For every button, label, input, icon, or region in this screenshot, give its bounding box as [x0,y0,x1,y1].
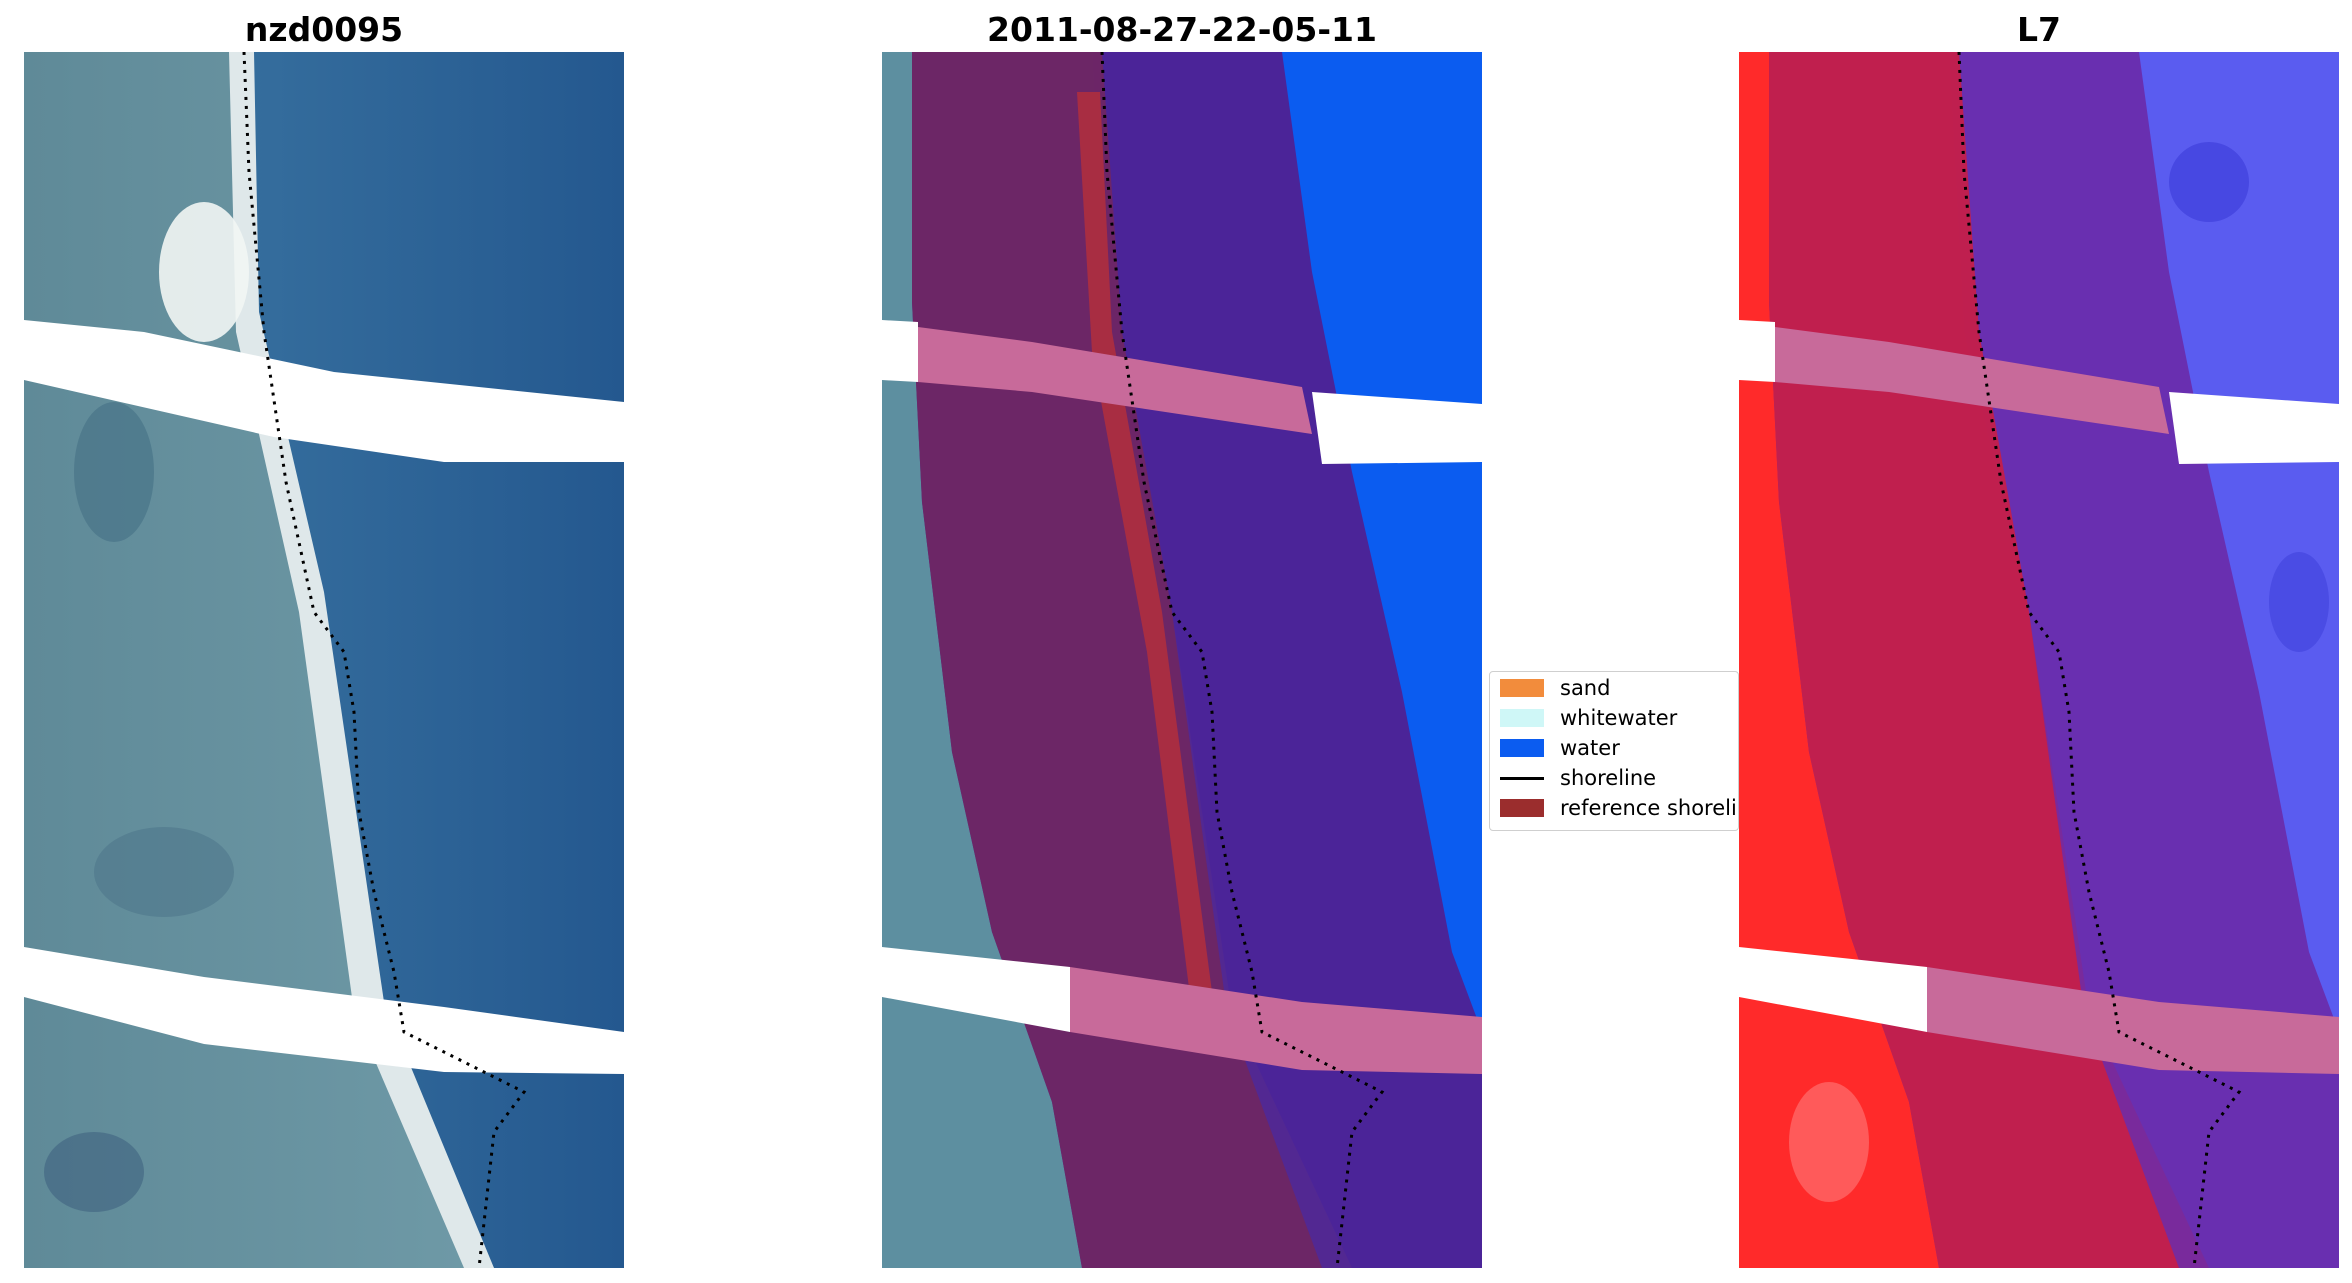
rgb-image [24,52,624,1268]
panel-title-index: L7 [2017,10,2061,49]
whitewater-swatch [1500,709,1544,727]
rgb-image-panel [24,52,624,1268]
legend: sand whitewater water shoreline referenc… [1489,671,1739,831]
legend-item-whitewater: whitewater [1500,704,1677,732]
legend-item-sand: sand [1500,674,1610,702]
legend-label: reference shorelin [1560,796,1739,820]
reference-shoreline-swatch [1500,799,1544,817]
legend-item-reference-shoreline: reference shorelin [1500,794,1739,822]
legend-label: sand [1560,676,1611,700]
shoreline-line-swatch [1500,776,1544,780]
index-panel [1739,52,2339,1268]
water-swatch [1500,739,1544,757]
classification-panel [882,52,1482,1268]
classification-image [882,52,1482,1268]
legend-item-shoreline: shoreline [1500,764,1656,792]
legend-label: water [1560,736,1620,760]
panel-title-classification: 2011-08-27-22-05-11 [987,10,1377,49]
legend-label: whitewater [1560,706,1678,730]
legend-item-water: water [1500,734,1620,762]
index-image [1739,52,2339,1268]
legend-label: shoreline [1560,766,1657,790]
panel-title-rgb: nzd0095 [244,10,404,49]
sand-swatch [1500,679,1544,697]
